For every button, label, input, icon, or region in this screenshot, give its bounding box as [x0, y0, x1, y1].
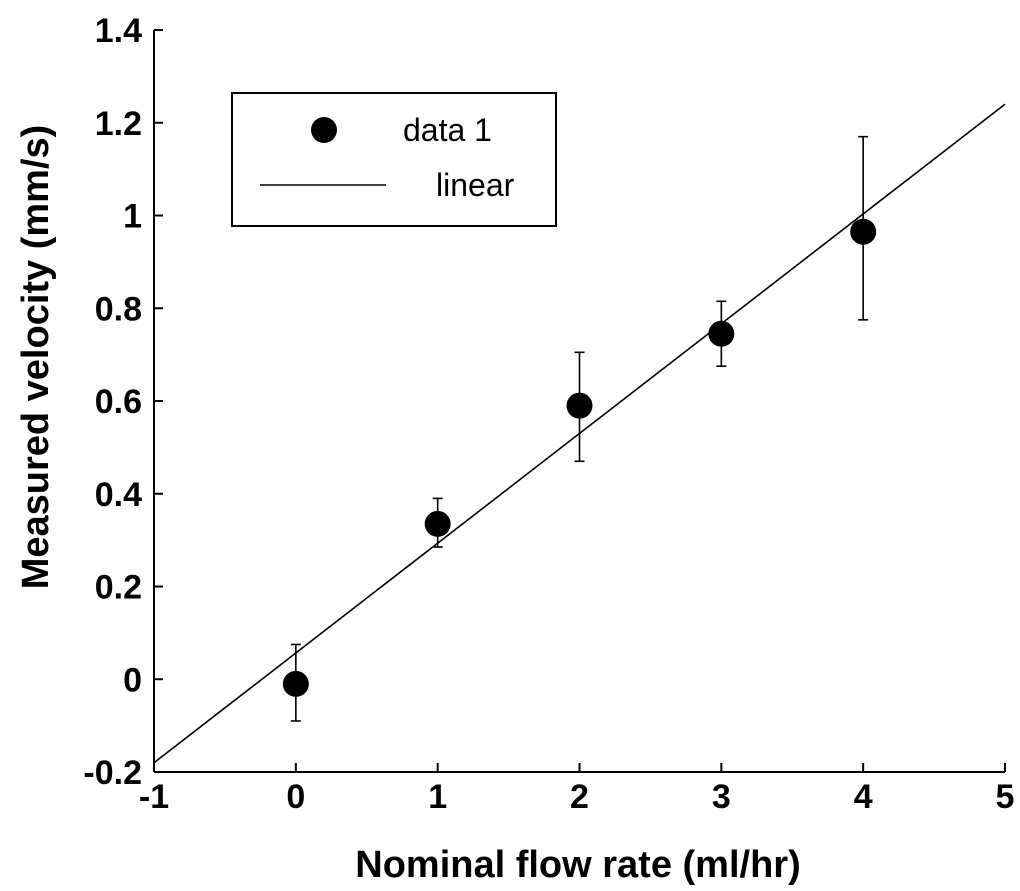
data-point [282, 670, 309, 697]
y-tick-label: -0.2 [83, 754, 142, 792]
y-tick-label: 0.2 [95, 569, 142, 607]
x-tick-label: 1 [428, 778, 447, 816]
x-tick-label: -1 [139, 778, 169, 816]
legend-marker-data-1 [311, 117, 337, 143]
y-ticks: -0.2 0 0.2 0.4 0.6 0.8 1 1.2 1.4 [83, 12, 163, 792]
data-point [566, 392, 593, 419]
x-tick-label: 5 [996, 778, 1015, 816]
x-tick-label: 4 [854, 778, 873, 816]
y-tick-label: 1.4 [95, 12, 142, 50]
legend-label-linear: linear [436, 167, 515, 203]
x-axis-title: Nominal flow rate (ml/hr) [355, 844, 800, 886]
x-tick-label: 2 [570, 778, 589, 816]
data-point [708, 320, 735, 347]
y-tick-label: 0 [123, 661, 142, 699]
y-axis-title: Measured velocity (mm/s) [15, 125, 57, 590]
y-tick-label: 0.6 [95, 383, 142, 421]
x-tick-label: 0 [286, 778, 305, 816]
data-point [424, 510, 451, 537]
legend: data 1 linear [231, 92, 557, 227]
y-tick-label: 1 [123, 198, 142, 236]
points [282, 218, 877, 697]
legend-box [231, 92, 557, 227]
legend-label-data-1: data 1 [403, 112, 492, 148]
y-tick-label: 0.8 [95, 290, 142, 328]
y-tick-label: 0.4 [95, 476, 142, 514]
data-point [850, 218, 877, 245]
x-tick-label: 3 [712, 778, 731, 816]
x-ticks: -1 0 1 2 3 4 5 [139, 763, 1015, 816]
y-tick-label: 1.2 [95, 105, 142, 143]
